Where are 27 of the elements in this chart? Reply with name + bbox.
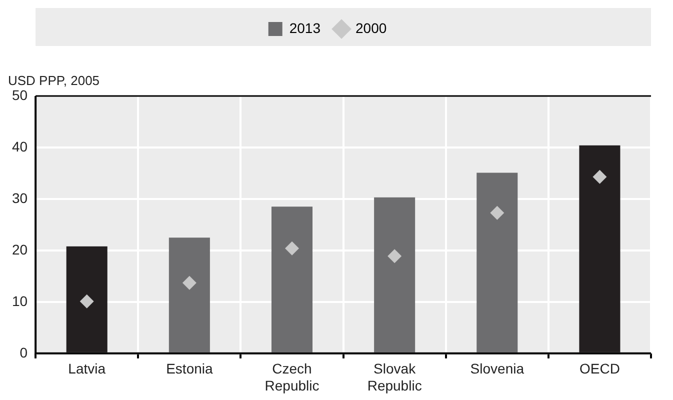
bar bbox=[66, 246, 108, 352]
bar bbox=[374, 197, 416, 352]
legend-label: 2013 bbox=[289, 20, 321, 36]
y-tick-label: 0 bbox=[20, 344, 28, 360]
point bbox=[182, 276, 196, 290]
x-tick-label: Estonia bbox=[166, 360, 213, 377]
bar bbox=[476, 172, 518, 352]
x-tick-label: OECD bbox=[579, 360, 620, 377]
x-tick-label: Slovenia bbox=[470, 360, 524, 377]
point bbox=[80, 294, 94, 308]
y-tick-label: 30 bbox=[12, 190, 28, 206]
point bbox=[592, 170, 607, 184]
x-tick-label: Slovak Republic bbox=[367, 360, 422, 394]
y-tick-label: 50 bbox=[12, 86, 28, 103]
y-tick-label: 20 bbox=[12, 241, 28, 258]
point bbox=[388, 249, 402, 264]
bar bbox=[168, 238, 210, 352]
y-tick-label: 10 bbox=[12, 292, 28, 309]
point bbox=[490, 206, 504, 220]
bar bbox=[579, 145, 620, 352]
bar bbox=[271, 206, 313, 352]
legend-label: 2000 bbox=[356, 20, 387, 36]
y-axis-title: USD PPP, 2005 bbox=[8, 73, 100, 88]
point bbox=[285, 241, 299, 256]
x-tick-label: Czech Republic bbox=[264, 360, 320, 394]
x-tick-label: Latvia bbox=[68, 360, 106, 377]
y-tick-label: 40 bbox=[12, 138, 28, 154]
